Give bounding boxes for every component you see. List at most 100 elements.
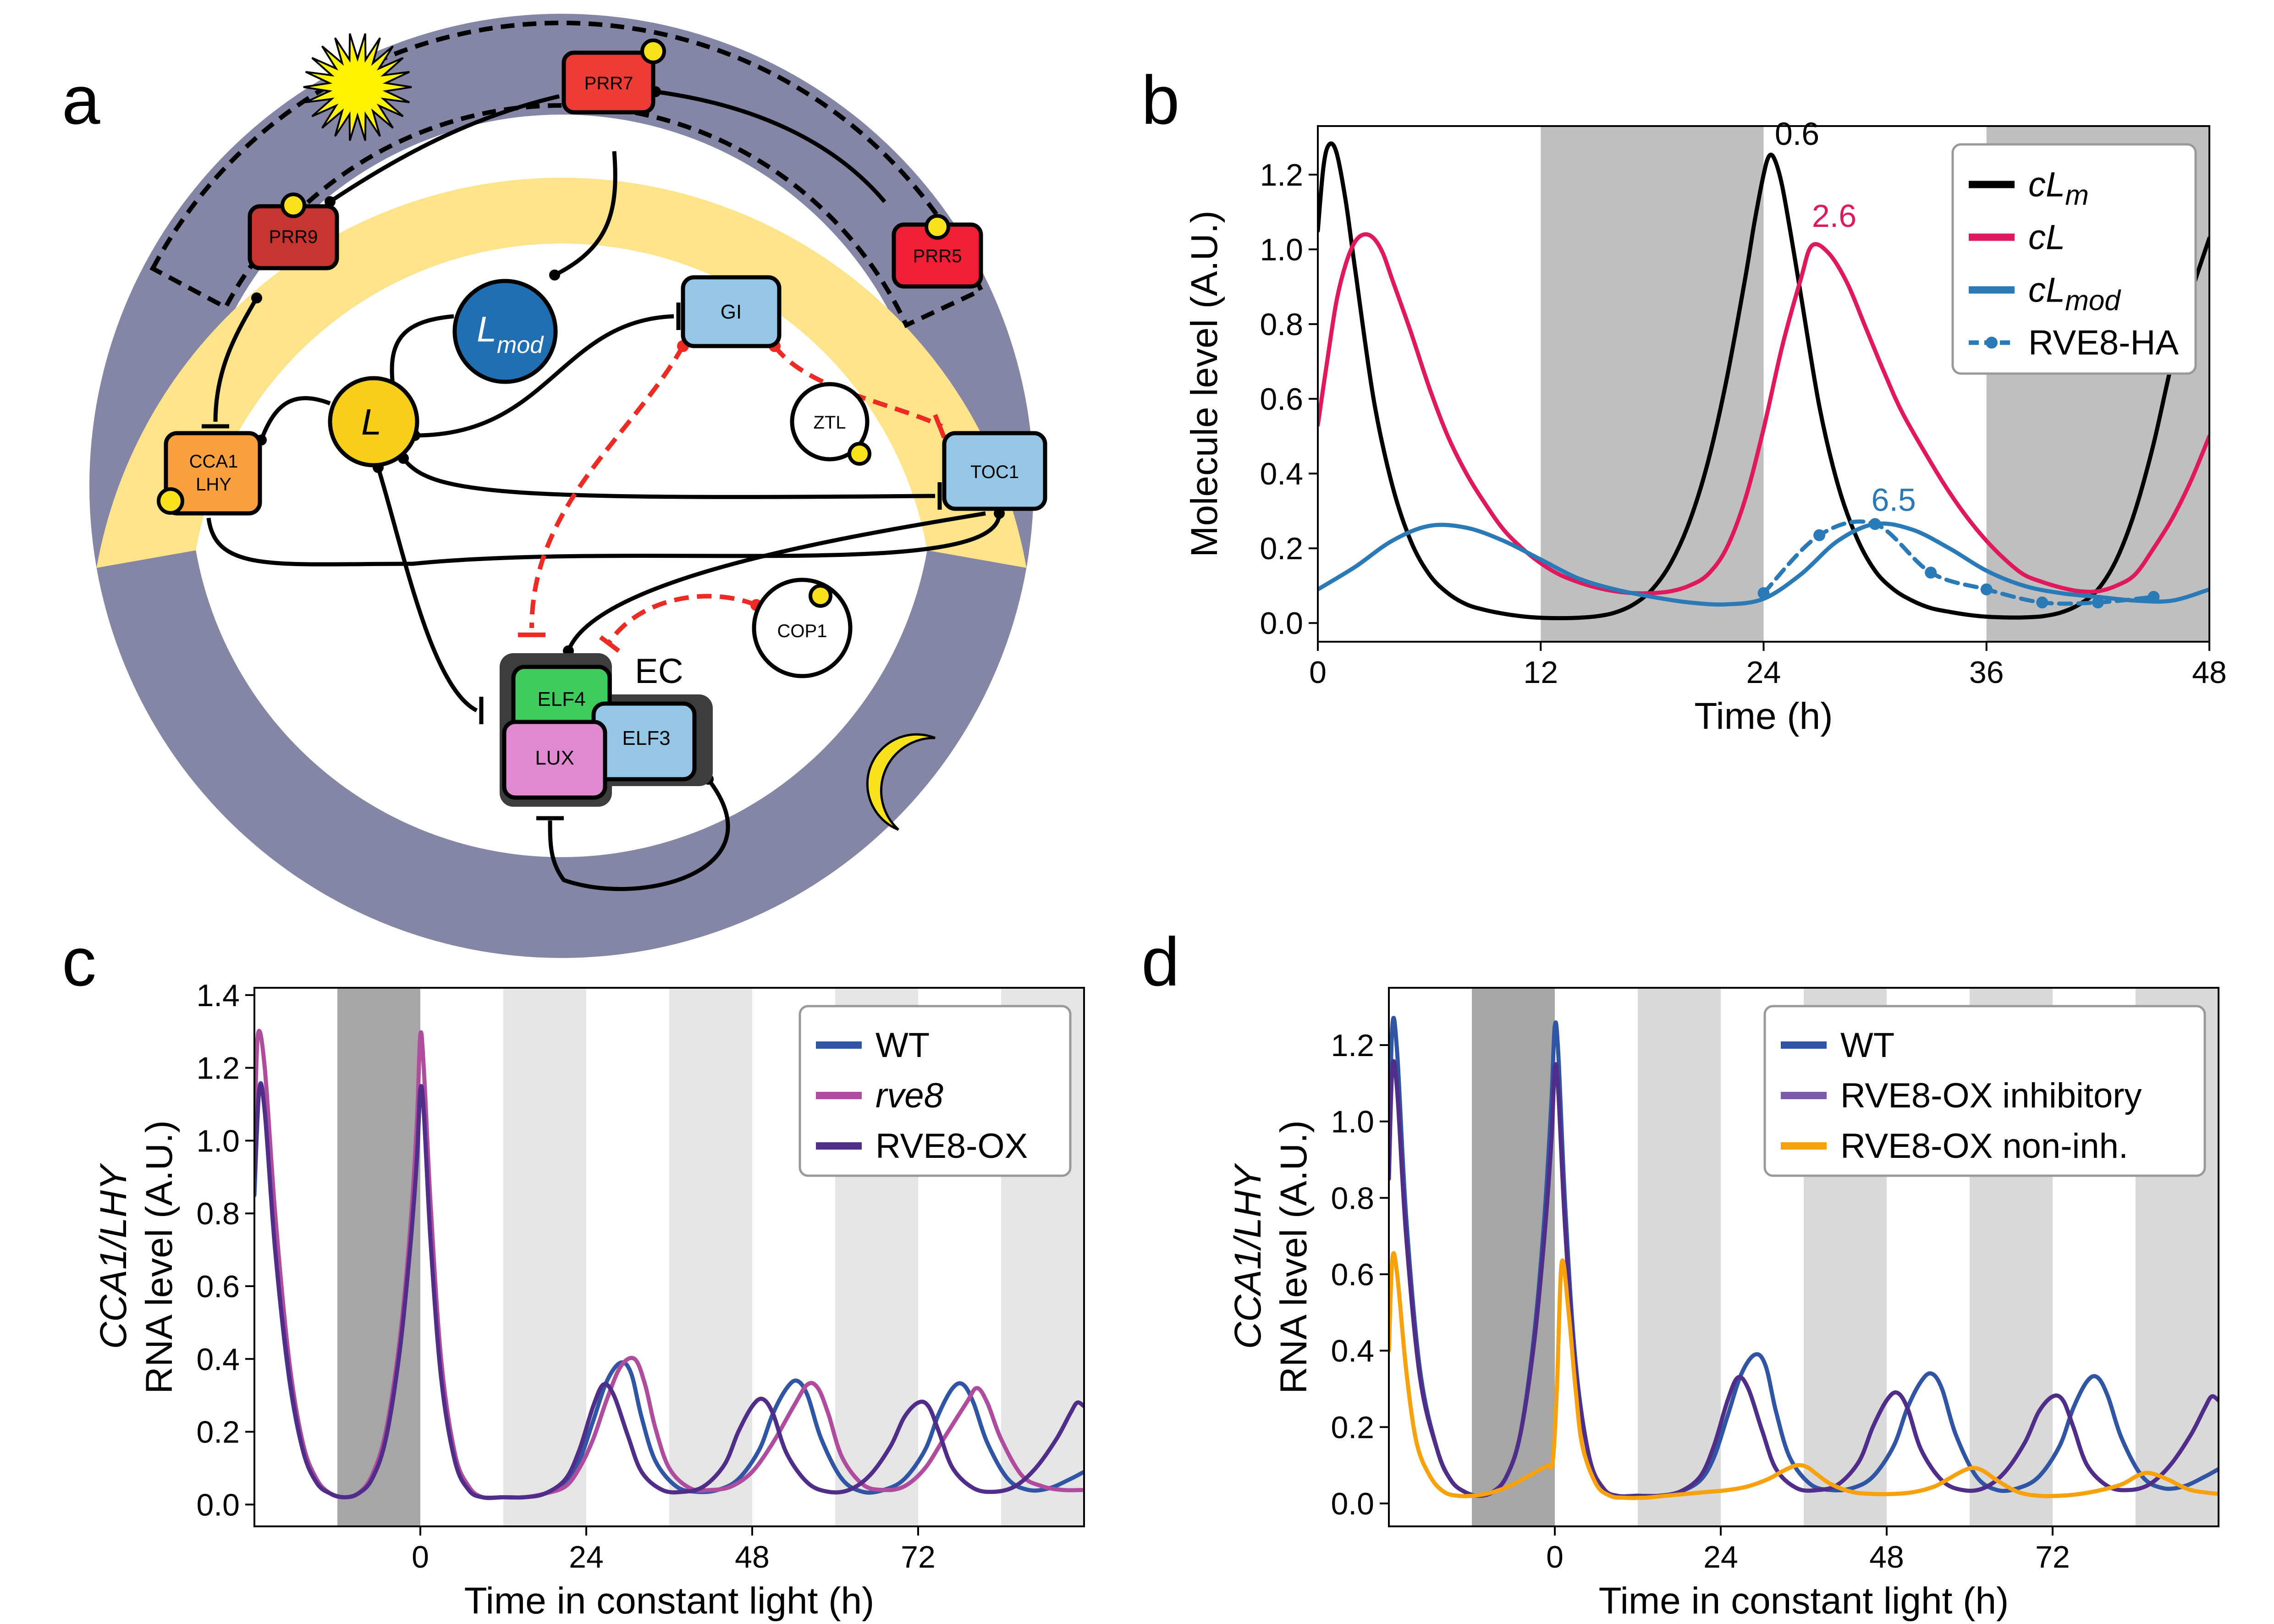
x-tick-label: 24 bbox=[1703, 1540, 1738, 1574]
x-axis-label: Time in constant light (h) bbox=[464, 1580, 875, 1622]
node-label-gi: GI bbox=[721, 301, 742, 323]
peak-annotation: 2.6 bbox=[1812, 198, 1856, 234]
y-tick-label: 0.4 bbox=[1260, 457, 1303, 491]
node-label-prr9: PRR9 bbox=[269, 227, 318, 247]
series-line-cl bbox=[1318, 232, 2209, 596]
data-point-marker bbox=[2092, 596, 2104, 609]
red-dots bbox=[677, 340, 781, 611]
y-tick-label: 1.0 bbox=[196, 1123, 240, 1158]
series-group bbox=[1389, 1016, 2219, 1500]
y-tick-label: 0.6 bbox=[1260, 382, 1303, 417]
legend-label: cLmod bbox=[2028, 271, 2121, 317]
day-band bbox=[96, 177, 1027, 568]
x-tick-label: 24 bbox=[1746, 655, 1781, 690]
edge-prr7-prr5 bbox=[655, 89, 886, 203]
phospho-dot bbox=[925, 214, 950, 240]
subjective-night-band bbox=[669, 988, 752, 1526]
edge-l-gi bbox=[414, 314, 674, 438]
edge-gi-ec bbox=[529, 345, 685, 628]
legend-marker bbox=[1986, 336, 1998, 349]
node-label-lmod-sub: mod bbox=[497, 332, 544, 358]
legend-label: RVE8-HA bbox=[2028, 324, 2179, 363]
evening-complex: ELF4 ELF3 LUX EC bbox=[500, 652, 713, 807]
legend-label-main: cL bbox=[2028, 165, 2065, 204]
x-tick-label: 72 bbox=[2035, 1540, 2070, 1574]
node-prr7: PRR7 bbox=[562, 39, 666, 115]
peak-annotation: 0.6 bbox=[1775, 116, 1819, 152]
panel-a: a bbox=[62, 14, 1047, 958]
node-label-cca1: CCA1 bbox=[189, 451, 238, 472]
y-tick-label: 1.0 bbox=[1331, 1105, 1374, 1140]
network-edges bbox=[195, 89, 1002, 891]
series-line-rve8-ox bbox=[254, 1082, 1084, 1500]
legend-label-main: RVE8-HA bbox=[2028, 324, 2179, 363]
node-toc1: TOC1 bbox=[942, 431, 1047, 511]
y-axis-label-gene: CCA1/LHY bbox=[93, 1163, 134, 1349]
legend-label-main: cL bbox=[2028, 218, 2065, 257]
panel-letter-d: d bbox=[1141, 923, 1179, 1000]
node-prr9: PRR9 bbox=[248, 193, 339, 270]
edge-cop1-ec-bar bbox=[599, 635, 620, 653]
x-axis-label: Time (h) bbox=[1694, 695, 1833, 737]
node-gi: GI bbox=[681, 275, 782, 348]
chart-panel-b: 0 12 24 36 48 0.0 0.2 0.4 0.6 0.8 1.0 1.2 Time (h) Mo… bbox=[1184, 116, 2227, 737]
y-tick-label: 1.4 bbox=[196, 978, 240, 1013]
node-label-ztl: ZTL bbox=[813, 413, 846, 433]
y-axis-label: CCA1/LHY RNA level (A.U.) bbox=[1227, 1120, 1315, 1394]
y-tick-label: 0.0 bbox=[196, 1487, 240, 1522]
x-tick-label: 36 bbox=[1969, 655, 2004, 690]
x-tick-label: 0 bbox=[412, 1540, 429, 1574]
node-label-prr7: PRR7 bbox=[584, 73, 633, 94]
edge-toc1-cca1 bbox=[206, 513, 1002, 567]
legend-label: RVE8-OX bbox=[875, 1127, 1028, 1166]
phospho-dot bbox=[848, 442, 871, 466]
sun-icon bbox=[303, 33, 412, 141]
data-point-marker bbox=[2036, 596, 2048, 609]
node-label-prr5: PRR5 bbox=[913, 246, 962, 266]
node-label-lux: LUX bbox=[535, 747, 574, 769]
edge-lmod-prr7 bbox=[553, 151, 617, 277]
chart-panel-c: 0 24 48 72 0.0 0.2 0.4 0.6 0.8 1.0 1.2 1.4 Time in c… bbox=[93, 978, 1085, 1622]
data-point-marker bbox=[1869, 518, 1881, 530]
chart-panel-d: 0 24 48 72 0.0 0.2 0.4 0.6 0.8 1.0 1.2 Time in cons… bbox=[1227, 987, 2219, 1622]
x-tick-label: 72 bbox=[901, 1540, 936, 1574]
edge-l-toc1 bbox=[402, 457, 936, 499]
legend-label-sub: mod bbox=[2065, 285, 2121, 317]
phospho-dot bbox=[809, 584, 832, 608]
legend-label: WT bbox=[1840, 1026, 1894, 1065]
edge-gi-toc1-bar bbox=[933, 414, 947, 439]
plot-frame bbox=[1388, 987, 2219, 1527]
ec-label: EC bbox=[635, 652, 683, 691]
series-line-rve8-ox-non-inh- bbox=[1389, 1251, 2219, 1500]
y-axis-label-unit: RNA level (A.U.) bbox=[138, 1120, 180, 1394]
legend-label: rve8 bbox=[875, 1076, 943, 1115]
legend-label: RVE8-OX non-inh. bbox=[1840, 1127, 2128, 1166]
legend-label-sub: m bbox=[2065, 180, 2089, 211]
node-label-elf4: ELF4 bbox=[537, 688, 585, 710]
data-point-marker bbox=[1925, 567, 1937, 579]
subjective-night-band bbox=[1638, 988, 1721, 1526]
y-tick-label: 0.6 bbox=[196, 1269, 240, 1304]
edge-ec-toc1 bbox=[566, 511, 986, 652]
node-ztl: ZTL bbox=[790, 382, 871, 466]
x-tick-label: 0 bbox=[1546, 1540, 1564, 1574]
plot-frame bbox=[253, 987, 1085, 1527]
x-tick-label: 12 bbox=[1523, 655, 1558, 690]
data-point-marker bbox=[2147, 591, 2160, 603]
y-tick-label: 0.8 bbox=[1260, 307, 1303, 342]
node-label-cop1: COP1 bbox=[777, 621, 827, 641]
node-label-elf3: ELF3 bbox=[622, 727, 670, 749]
y-axis-label-unit: RNA level (A.U.) bbox=[1273, 1120, 1315, 1394]
x-axis-label: Time in constant light (h) bbox=[1599, 1580, 2009, 1622]
panel-letter-c: c bbox=[62, 923, 96, 1000]
legend-label: cL bbox=[2028, 218, 2065, 257]
edge-prr9-cca1 bbox=[213, 297, 259, 422]
y-tick-label: 0.4 bbox=[1331, 1334, 1374, 1369]
edge-prr9-prr7 bbox=[329, 94, 560, 204]
x-tick-label: 24 bbox=[569, 1540, 604, 1574]
peak-annotation: 6.5 bbox=[1872, 482, 1916, 518]
legend-label-main: cL bbox=[2028, 271, 2065, 310]
y-tick-label: 0.0 bbox=[1260, 606, 1303, 641]
y-tick-label: 1.2 bbox=[196, 1051, 240, 1086]
